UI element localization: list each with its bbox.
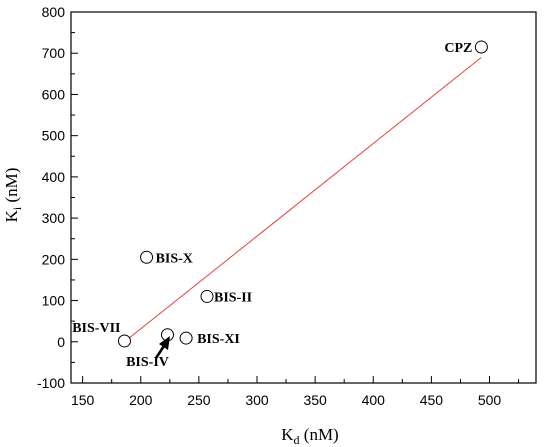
x-tick-label: 150 [71,392,95,408]
y-tick-label: 0 [57,334,65,350]
bis-iv-arrow [154,336,170,359]
y-tick-label: 400 [42,169,66,185]
y-tick-label: 300 [42,210,66,226]
data-point [140,250,154,264]
x-tick-label: 500 [478,392,502,408]
y-axis-ticks: -100 0 100 200 300 400 500 600 700 800 [37,4,78,391]
x-tick-label: 250 [187,392,211,408]
point-label: BIS-X [156,251,193,266]
x-tick-label: 200 [129,392,153,408]
point-label: BIS-VII [72,321,120,336]
x-axis-title: Kd (nM) [281,425,338,447]
data-point [200,289,214,303]
data-point [474,40,488,54]
y-tick-label: 600 [42,86,66,102]
y-tick-label: -100 [37,375,65,391]
y-tick-label: 100 [42,293,66,309]
point-label: BIS-XI [197,332,240,347]
data-point [179,331,193,345]
y-tick-label: 200 [42,251,66,267]
point-label: BIS-IV [126,355,169,370]
x-tick-label: 450 [420,392,444,408]
point-label: BIS-II [214,290,252,305]
point-label: CPZ [444,41,472,56]
x-tick-label: 350 [303,392,327,408]
y-tick-label: 800 [42,4,66,20]
data-points: CPZ BIS-X BIS-II BIS-VII BIS-IV BIS-XI [72,40,488,370]
x-tick-label: 300 [245,392,269,408]
y-axis-title: Ki (nM) [2,168,24,223]
data-point [117,334,131,348]
fit-line-group [124,56,482,343]
y-tick-label: 500 [42,128,66,144]
plot-frame [70,11,537,384]
x-axis-ticks: 150 200 250 300 350 400 450 500 [71,376,520,408]
fit-line [124,56,482,343]
x-tick-label: 400 [362,392,386,408]
plot-border [70,11,537,384]
y-tick-label: 700 [42,45,66,61]
